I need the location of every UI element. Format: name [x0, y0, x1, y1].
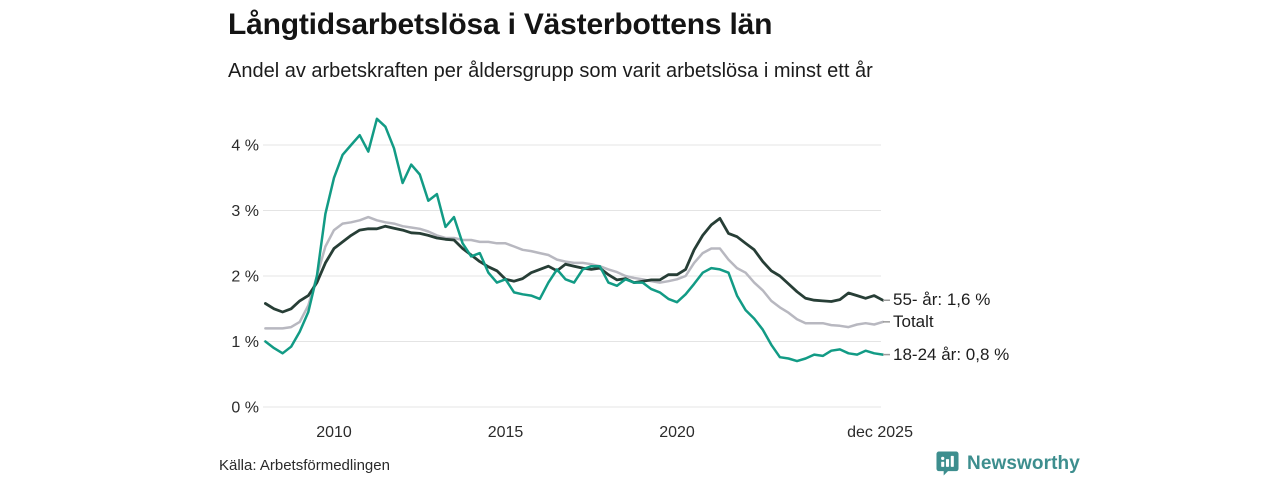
- svg-text:dec 2025: dec 2025: [847, 424, 913, 441]
- svg-text:2010: 2010: [316, 424, 352, 441]
- source-note: Källa: Arbetsförmedlingen: [219, 457, 390, 474]
- legend-label-55plus: 55- år: 1,6 %: [893, 290, 991, 310]
- bar-chart-bubble-icon: [936, 451, 959, 476]
- legend-label-total: Totalt: [893, 311, 934, 331]
- brand-name: Newsworthy: [967, 452, 1080, 474]
- page-title: Långtidsarbetslösa i Västerbottens län: [228, 8, 773, 41]
- svg-text:0 %: 0 %: [231, 400, 259, 417]
- svg-text:2 %: 2 %: [231, 269, 259, 286]
- svg-text:3 %: 3 %: [231, 203, 259, 220]
- svg-text:2020: 2020: [659, 424, 695, 441]
- newsworthy-logo: Newsworthy: [936, 451, 1080, 476]
- svg-text:4 %: 4 %: [231, 138, 259, 155]
- legend-label-youth: 18-24 år: 0,8 %: [893, 344, 1010, 364]
- svg-text:1 %: 1 %: [231, 334, 259, 351]
- page-subtitle: Andel av arbetskraften per åldersgrupp s…: [228, 60, 873, 82]
- svg-text:2015: 2015: [488, 424, 524, 441]
